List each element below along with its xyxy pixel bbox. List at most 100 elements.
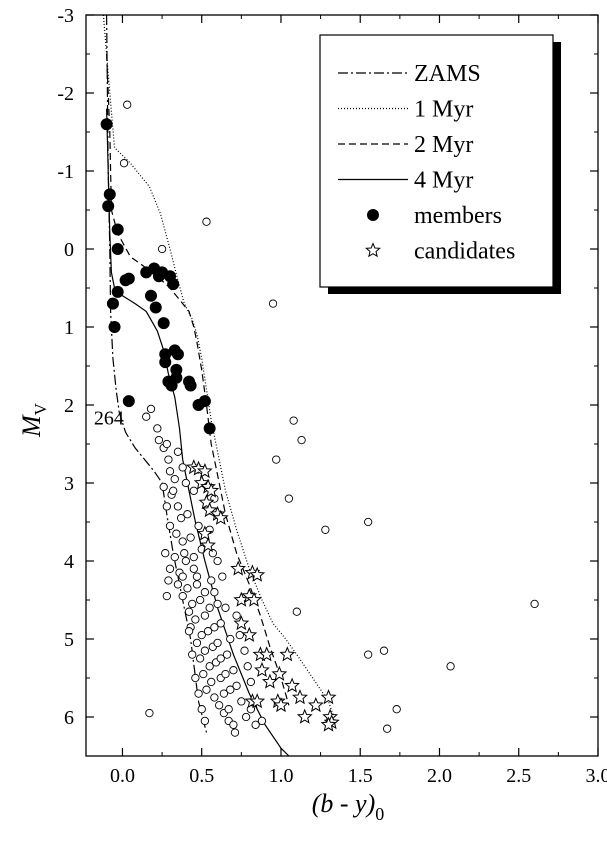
field-point (219, 689, 229, 698)
field-point (205, 662, 214, 671)
field-point (195, 595, 205, 605)
members-point (111, 243, 124, 255)
members-point (111, 223, 124, 236)
legend-box (319, 34, 554, 288)
y-tick-label: 6 (64, 707, 74, 729)
field-point (189, 486, 198, 495)
field-point (226, 634, 235, 644)
candidates-point (249, 566, 266, 582)
y-tick-label: 0 (64, 239, 74, 261)
field-point (186, 533, 195, 542)
field-point (232, 611, 241, 620)
field-point (192, 572, 202, 581)
field-point (200, 588, 210, 597)
field-point (161, 549, 170, 558)
field-point (162, 502, 171, 511)
legend-label: members (414, 203, 502, 229)
field-point (165, 467, 175, 476)
members-point (122, 395, 135, 408)
field-point (184, 607, 194, 616)
legend-label: 4 Myr (414, 168, 473, 194)
members-point (171, 348, 184, 361)
legend-marker (365, 242, 381, 258)
field-point (229, 720, 238, 729)
x-tick-label: 2.5 (506, 765, 531, 787)
candidates-point (296, 708, 313, 724)
field-point (181, 478, 191, 488)
field-point (142, 412, 151, 421)
members-point (102, 200, 115, 213)
field-point (321, 525, 330, 534)
y-tick-label: -3 (57, 5, 74, 27)
field-point (189, 564, 198, 573)
legend-marker (367, 209, 379, 221)
axis-ticks: 0.0 0.5 1.0 1.5 2.0 2.5 3.0 -3 -2 -1 0 1 2 3 4 5 6 (57, 5, 607, 787)
members-point (159, 348, 172, 361)
field-point (162, 591, 171, 601)
field-point (188, 650, 197, 659)
field-point (213, 599, 222, 609)
field-point (289, 416, 298, 425)
field-point (169, 486, 178, 495)
y-tick-label: 5 (64, 629, 74, 651)
members-point (111, 285, 124, 298)
field-point (170, 552, 179, 562)
field-point (392, 705, 401, 714)
field-point (379, 646, 389, 655)
field-point (213, 556, 222, 566)
field-point (183, 510, 192, 519)
field-point (237, 697, 246, 706)
field-point (246, 677, 256, 687)
field-point (210, 623, 219, 632)
field-point (200, 716, 210, 726)
annotations: 264 (94, 408, 124, 430)
field-point (123, 100, 132, 109)
field-point (178, 537, 187, 546)
field-point (192, 580, 202, 589)
annotation-label: 264 (94, 408, 124, 430)
members-point (100, 118, 113, 131)
members-point (198, 395, 211, 408)
x-tick-label: 1.5 (348, 765, 373, 787)
field-point (199, 669, 208, 679)
field-point (170, 474, 179, 484)
field-point (195, 654, 205, 663)
field-point (226, 685, 235, 694)
field-point (173, 447, 183, 456)
field-point (297, 435, 306, 445)
candidates-point (249, 693, 266, 709)
field-point (202, 685, 211, 694)
field-point (154, 435, 164, 445)
members-point (167, 278, 180, 291)
candidates-point (273, 696, 289, 713)
field-point (119, 159, 129, 168)
candidates-point (271, 665, 288, 681)
field-point (164, 576, 173, 585)
field-point (530, 599, 539, 609)
field-point (216, 654, 225, 663)
field-point (203, 627, 213, 636)
field-point (205, 603, 214, 612)
field-point (178, 591, 187, 601)
candidates-point (307, 696, 324, 713)
field-point (215, 701, 224, 710)
field-point (181, 556, 191, 566)
field-point (202, 217, 211, 226)
legend-label: 1 Myr (414, 97, 473, 123)
field-point (251, 720, 260, 729)
members-point (106, 297, 119, 310)
y-axis-title-sub: V (31, 402, 50, 415)
candidates-point (196, 525, 213, 541)
field-point (165, 521, 175, 531)
y-tick-label: 1 (64, 317, 74, 339)
field-point (284, 494, 294, 503)
candidates-point (246, 591, 262, 607)
field-point (229, 666, 238, 675)
x-tick-label: 2.0 (427, 765, 452, 787)
members-point (144, 289, 157, 302)
members-point (103, 188, 116, 201)
members-point (184, 379, 197, 392)
field-point (240, 646, 249, 655)
field-point (157, 244, 167, 254)
field-point (184, 627, 194, 636)
